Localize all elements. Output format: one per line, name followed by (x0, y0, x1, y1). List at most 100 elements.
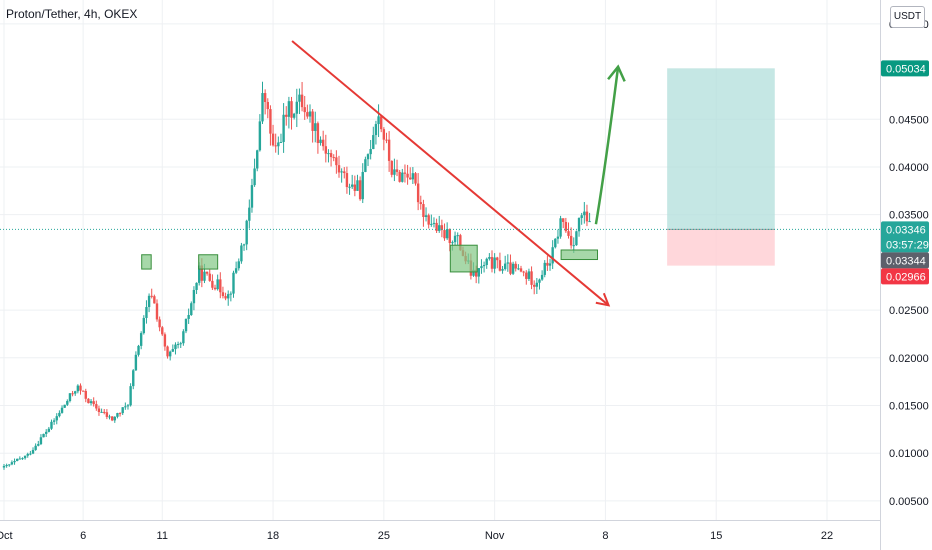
candle-body (551, 247, 554, 264)
candle-body (258, 121, 262, 151)
candle (269, 105, 272, 146)
candle (190, 301, 193, 316)
candle (221, 286, 225, 299)
candle-body (79, 385, 82, 391)
candle (453, 231, 457, 246)
candle-body (277, 142, 280, 147)
stop-zone (667, 229, 775, 266)
candle (158, 316, 161, 332)
candle (60, 405, 64, 414)
candle (519, 265, 523, 273)
candle-body (358, 180, 362, 200)
candle-body (474, 269, 478, 277)
candle (266, 98, 269, 119)
candle (161, 325, 164, 336)
candle-body (31, 449, 35, 454)
candle (34, 443, 37, 451)
candle-body (348, 186, 351, 188)
candle-body (517, 268, 520, 270)
candle-body (42, 433, 45, 438)
candle (443, 223, 446, 241)
candle (480, 259, 483, 274)
candle (55, 413, 58, 425)
candle-body (76, 385, 80, 392)
candle (253, 158, 256, 187)
candle (8, 464, 11, 467)
candle (456, 232, 459, 245)
candle (118, 412, 122, 417)
candle-body (443, 230, 446, 239)
candle (548, 258, 552, 271)
candle-body (58, 412, 61, 417)
candle-body (224, 296, 227, 299)
candle (308, 104, 312, 123)
symbol-title[interactable]: Proton/Tether, 4h, OKEX (6, 7, 138, 21)
candle (205, 271, 209, 276)
candle (282, 103, 285, 153)
candle-body (477, 268, 481, 277)
candle-body (409, 177, 412, 180)
trendline-arrowhead (595, 292, 611, 307)
candle-body (548, 263, 552, 266)
candle-body (385, 139, 388, 141)
candle (66, 399, 69, 406)
candle (37, 440, 40, 447)
candle-body (583, 211, 586, 216)
candle-body (480, 266, 483, 269)
price-axis-label: 0.01000 (889, 448, 929, 460)
candle-body (124, 406, 127, 408)
price-tag-label: 0.05034 (886, 63, 926, 75)
candle (227, 290, 230, 306)
candle (155, 299, 159, 322)
candle (211, 274, 214, 290)
candle-body (253, 168, 256, 186)
candle-body (153, 296, 156, 304)
candle-body (229, 293, 233, 295)
candle (29, 450, 32, 456)
candle-body (21, 458, 24, 460)
candle (488, 253, 491, 261)
candle (517, 264, 520, 271)
candle (216, 274, 219, 291)
candle (511, 261, 515, 276)
candle (176, 341, 180, 349)
candle-body (271, 133, 275, 146)
candle-body (453, 235, 457, 243)
candle-body (256, 150, 259, 169)
candle (577, 217, 581, 237)
currency-button[interactable]: USDT (890, 6, 925, 28)
candle (490, 250, 494, 273)
support-box (449, 244, 478, 273)
candle (105, 409, 109, 420)
candle-body (569, 235, 573, 246)
price-tag (881, 221, 929, 253)
candle (142, 315, 146, 335)
candle-body (8, 464, 11, 466)
candle-body (18, 458, 22, 460)
candle (245, 219, 248, 251)
candle (219, 272, 222, 299)
candle (321, 130, 325, 151)
candle (23, 455, 27, 460)
candle (274, 133, 277, 153)
candle (435, 218, 438, 233)
candle (192, 286, 196, 311)
candle (100, 408, 103, 413)
candle (2, 463, 6, 470)
candle (242, 243, 246, 251)
candle-body (269, 109, 272, 134)
candle-body (472, 269, 475, 276)
candle (224, 292, 227, 301)
candle-body (5, 465, 8, 467)
candle (358, 176, 362, 201)
candle (295, 88, 298, 128)
candle (409, 167, 412, 180)
candle (514, 261, 517, 272)
candle-body (361, 171, 364, 200)
price-tag-label: 0.02966 (886, 271, 926, 283)
candle-body (340, 171, 343, 173)
candle-body (393, 169, 396, 175)
candle (427, 213, 430, 229)
candle-body (211, 280, 214, 288)
